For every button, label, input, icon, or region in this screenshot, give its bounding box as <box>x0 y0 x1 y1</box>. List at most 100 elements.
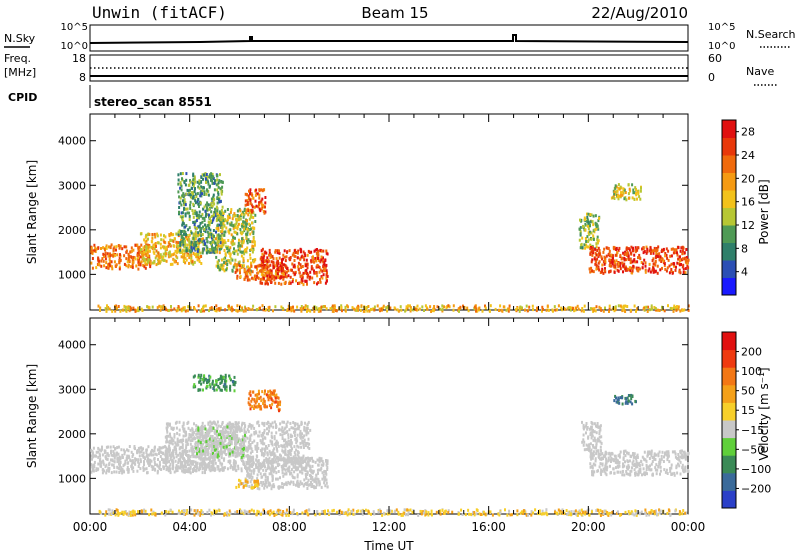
data-cell <box>638 267 641 271</box>
data-cell <box>231 258 234 262</box>
data-cell <box>103 255 105 258</box>
data-cell <box>674 268 677 272</box>
data-cell <box>225 226 228 230</box>
data-cell <box>183 206 186 210</box>
data-cell <box>118 467 121 470</box>
data-cell <box>405 305 408 309</box>
data-cell <box>232 429 235 433</box>
data-cell <box>654 260 657 263</box>
data-cell <box>240 212 243 216</box>
data-cell <box>126 448 128 452</box>
data-cell <box>302 255 305 259</box>
data-cell <box>196 309 198 313</box>
data-cell <box>295 448 298 452</box>
data-cell <box>187 228 190 232</box>
data-cell <box>181 454 184 457</box>
data-cell <box>597 246 600 250</box>
data-cell <box>201 247 204 251</box>
data-cell <box>596 238 599 242</box>
data-cell <box>131 455 134 458</box>
data-cell <box>234 426 237 430</box>
data-cell <box>217 185 220 189</box>
data-cell <box>216 436 219 440</box>
data-cell <box>135 264 138 268</box>
data-cell <box>268 253 271 257</box>
data-cell <box>219 215 222 219</box>
data-cell <box>241 250 244 254</box>
data-cell <box>131 459 134 463</box>
data-cell <box>589 247 592 251</box>
data-cell <box>225 259 228 263</box>
data-cell <box>592 223 595 227</box>
data-cell <box>216 207 219 211</box>
data-cell <box>278 267 281 271</box>
data-cell <box>192 195 195 198</box>
data-cell <box>262 452 264 456</box>
data-cell <box>501 309 504 313</box>
data-cell <box>204 214 207 218</box>
data-cell <box>262 308 265 312</box>
data-cell <box>172 253 175 257</box>
data-cell <box>317 281 320 285</box>
data-cell <box>616 189 619 193</box>
data-cell <box>194 468 196 472</box>
data-cell <box>256 192 259 196</box>
data-cell <box>232 236 235 240</box>
data-cell <box>176 439 179 443</box>
data-cell <box>287 468 290 472</box>
data-cell <box>208 440 211 444</box>
data-cell <box>382 306 385 310</box>
data-cell <box>590 260 593 264</box>
data-cell <box>193 253 196 257</box>
data-cell <box>195 427 198 431</box>
data-cell <box>183 245 186 249</box>
data-cell <box>271 421 274 425</box>
data-cell <box>190 186 193 190</box>
data-cell <box>218 247 221 251</box>
data-cell <box>615 246 618 250</box>
data-cell <box>204 242 207 246</box>
data-cell <box>239 250 242 254</box>
data-cell <box>662 247 665 251</box>
data-cell <box>244 220 247 224</box>
data-cell <box>619 261 622 265</box>
data-cell <box>90 463 93 467</box>
data-cell <box>278 458 281 462</box>
data-cell <box>191 450 194 454</box>
data-cell <box>192 462 194 466</box>
data-cell <box>284 272 287 276</box>
data-cell <box>180 445 183 449</box>
data-cell <box>409 304 411 308</box>
data-cell <box>243 268 246 272</box>
data-cell <box>122 469 125 473</box>
data-cell <box>226 250 229 254</box>
data-cell <box>299 432 302 436</box>
data-cell <box>541 309 543 313</box>
data-cell <box>262 275 265 279</box>
data-cell <box>224 256 227 260</box>
data-cell <box>214 214 217 218</box>
data-cell <box>98 263 101 267</box>
data-cell <box>317 259 320 262</box>
data-cell <box>144 262 147 266</box>
data-cell <box>585 240 588 243</box>
data-cell <box>619 304 622 308</box>
data-cell <box>263 260 266 264</box>
data-cell <box>280 259 283 262</box>
data-cell <box>240 446 243 450</box>
data-cell <box>270 470 273 473</box>
data-cell <box>229 466 232 470</box>
data-cell <box>147 248 150 252</box>
data-cell <box>279 433 282 437</box>
data-cell <box>296 450 299 454</box>
data-cell <box>617 264 620 268</box>
data-cell <box>261 304 264 308</box>
data-cell <box>201 433 203 437</box>
data-cell <box>110 243 113 247</box>
data-cell <box>321 276 324 280</box>
data-cell <box>248 422 251 426</box>
data-cell <box>313 281 316 285</box>
data-cell <box>168 242 171 246</box>
data-cell <box>614 186 617 190</box>
data-cell <box>261 276 264 280</box>
